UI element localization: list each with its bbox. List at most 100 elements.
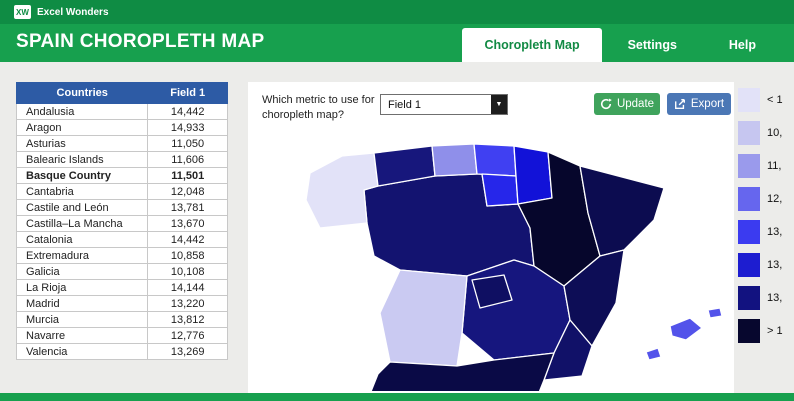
table-row[interactable]: Balearic Islands 11,606 <box>15 151 228 168</box>
value-cell[interactable]: 13,781 <box>147 199 228 216</box>
value-cell[interactable]: 10,108 <box>147 263 228 280</box>
table-row[interactable]: Cantabria 12,048 <box>15 183 228 200</box>
excel-wonders-logo-icon: XW <box>14 5 31 19</box>
metric-dropdown[interactable]: Field 1 ▼ <box>380 94 508 115</box>
table-row[interactable]: Andalusia 14,442 <box>15 103 228 120</box>
legend-swatch <box>738 88 760 112</box>
metric-question-label: Which metric to use for choropleth map? <box>262 93 374 124</box>
export-icon <box>674 99 685 109</box>
legend-item: 13, <box>738 253 783 277</box>
country-cell[interactable]: Valencia <box>15 343 149 360</box>
footer-bar <box>0 393 794 401</box>
country-cell[interactable]: Murcia <box>15 311 149 328</box>
value-cell[interactable]: 12,776 <box>147 327 228 344</box>
value-cell[interactable]: 13,220 <box>147 295 228 312</box>
value-cell[interactable]: 11,050 <box>147 135 228 152</box>
value-cell[interactable]: 14,442 <box>147 103 228 120</box>
country-cell[interactable]: Castilla–La Mancha <box>15 215 149 232</box>
legend-item: 10, <box>738 121 783 145</box>
tab-settings[interactable]: Settings <box>627 38 677 52</box>
table-row[interactable]: Castilla–La Mancha 13,670 <box>15 215 228 232</box>
table-row[interactable]: Basque Country 11,501 <box>15 167 228 184</box>
value-cell[interactable]: 14,144 <box>147 279 228 296</box>
table-row[interactable]: Galicia 10,108 <box>15 263 228 280</box>
export-button-label: Export <box>690 98 725 110</box>
table-row[interactable]: Murcia 13,812 <box>15 311 228 328</box>
legend-item: 13, <box>738 286 783 310</box>
map-region-navarre <box>513 145 553 205</box>
legend-swatch <box>738 121 760 145</box>
table-row[interactable]: Asturias 11,050 <box>15 135 228 152</box>
column-header-field1: Field 1 <box>147 82 228 104</box>
map-region-cantabria <box>431 143 478 177</box>
column-header-countries: Countries <box>15 82 149 104</box>
value-cell[interactable]: 11,606 <box>147 151 228 168</box>
legend-item: 11, <box>738 154 783 178</box>
legend-item: 12, <box>738 187 783 211</box>
country-cell[interactable]: La Rioja <box>15 279 149 296</box>
table-row[interactable]: Castile and León 13,781 <box>15 199 228 216</box>
legend-swatch <box>738 286 760 310</box>
country-cell[interactable]: Cantabria <box>15 183 149 200</box>
table-row[interactable]: Extremadura 10,858 <box>15 247 228 264</box>
country-cell[interactable]: Andalusia <box>15 103 149 120</box>
update-button-label: Update <box>616 98 655 110</box>
legend-item: < 1 <box>738 88 783 112</box>
table-header-row: Countries Field 1 <box>15 82 228 104</box>
legend-item: > 1 <box>738 319 783 343</box>
tab-help[interactable]: Help <box>728 38 756 52</box>
header-bar: SPAIN CHOROPLETH MAP Choropleth Map Sett… <box>0 24 794 62</box>
country-cell[interactable]: Extremadura <box>15 247 149 264</box>
country-cell[interactable]: Asturias <box>15 135 149 152</box>
legend-label: 13, <box>767 226 783 238</box>
country-cell[interactable]: Castile and León <box>15 199 149 216</box>
legend: < 1 10, 11, 12, 13, 13, 13, > 1 <box>738 88 783 352</box>
legend-label: < 1 <box>767 94 783 106</box>
table-row[interactable]: Madrid 13,220 <box>15 295 228 312</box>
country-cell[interactable]: Aragon <box>15 119 149 136</box>
update-button[interactable]: Update <box>594 93 660 115</box>
value-cell[interactable]: 12,048 <box>147 183 228 200</box>
map-region-basque-country <box>473 143 517 177</box>
map-region-la-rioja <box>481 173 519 207</box>
country-cell[interactable]: Madrid <box>15 295 149 312</box>
metric-dropdown-value: Field 1 <box>388 98 422 111</box>
brand-name: Excel Wonders <box>37 6 109 18</box>
spain-map <box>282 128 724 391</box>
legend-swatch <box>738 220 760 244</box>
header-top-bar: XW Excel Wonders <box>0 0 794 24</box>
metric-question-line1: Which metric to use for <box>262 94 375 106</box>
value-cell[interactable]: 11,501 <box>147 167 228 184</box>
legend-label: > 1 <box>767 325 783 337</box>
map-region-balearic-islands <box>645 307 723 361</box>
legend-label: 10, <box>767 127 783 139</box>
table-row[interactable]: Navarre 12,776 <box>15 327 228 344</box>
table-row[interactable]: Catalonia 14,442 <box>15 231 228 248</box>
export-button[interactable]: Export <box>667 93 731 115</box>
legend-label: 12, <box>767 193 783 205</box>
legend-swatch <box>738 253 760 277</box>
value-cell[interactable]: 14,933 <box>147 119 228 136</box>
countries-table-body: Andalusia 14,442 Aragon 14,933 Asturias 11,05… <box>15 103 228 360</box>
table-row[interactable]: La Rioja 14,144 <box>15 279 228 296</box>
refresh-icon <box>600 98 612 110</box>
legend-swatch <box>738 154 760 178</box>
chevron-down-icon[interactable]: ▼ <box>491 95 507 114</box>
value-cell[interactable]: 14,442 <box>147 231 228 248</box>
country-cell[interactable]: Navarre <box>15 327 149 344</box>
value-cell[interactable]: 13,812 <box>147 311 228 328</box>
countries-table: Countries Field 1 Andalusia 14,442 Aragon 1… <box>15 82 228 360</box>
value-cell[interactable]: 13,670 <box>147 215 228 232</box>
country-cell[interactable]: Balearic Islands <box>15 151 149 168</box>
tab-choropleth-map[interactable]: Choropleth Map <box>462 28 602 62</box>
legend-swatch <box>738 319 760 343</box>
country-cell[interactable]: Catalonia <box>15 231 149 248</box>
country-cell[interactable]: Galicia <box>15 263 149 280</box>
table-row[interactable]: Valencia 13,269 <box>15 343 228 360</box>
country-cell[interactable]: Basque Country <box>15 167 149 184</box>
value-cell[interactable]: 10,858 <box>147 247 228 264</box>
tab-bar: Choropleth Map Settings Help <box>462 28 782 62</box>
value-cell[interactable]: 13,269 <box>147 343 228 360</box>
table-row[interactable]: Aragon 14,933 <box>15 119 228 136</box>
legend-swatch <box>738 187 760 211</box>
